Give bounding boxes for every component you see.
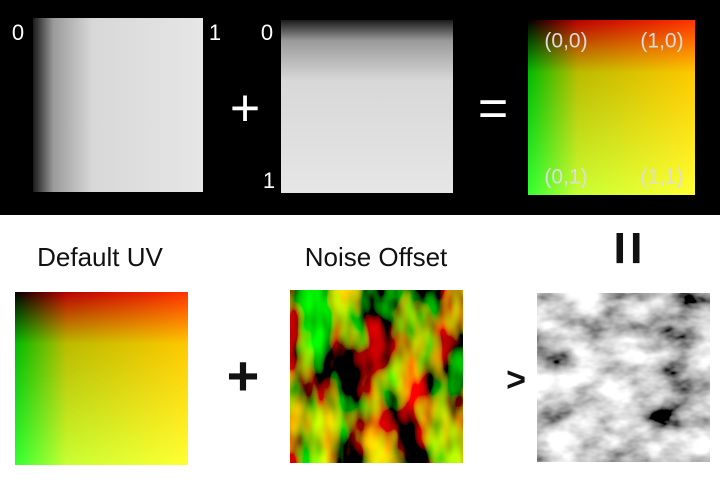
uv-gradient [528, 20, 695, 195]
corner-label: (0,1) [544, 166, 587, 189]
label: 1 [263, 168, 275, 193]
cloud-texture [537, 293, 710, 462]
corner-label: (1,1) [640, 166, 683, 189]
operator: > [506, 361, 526, 399]
label: 1 [209, 20, 221, 45]
label: 0 [261, 20, 273, 45]
default-uv [15, 292, 188, 465]
operator: + [230, 80, 260, 138]
u-gradient [33, 18, 203, 192]
v-gradient [281, 20, 453, 193]
panel-label: Default UV [37, 242, 163, 272]
corner-label: (0,0) [544, 30, 587, 53]
panel-label: Noise Offset [305, 242, 448, 272]
operator: = [478, 80, 508, 138]
label: 0 [12, 20, 24, 45]
operator: + [227, 344, 260, 407]
operator: = [595, 230, 662, 265]
noise-texture [290, 290, 463, 463]
corner-label: (1,0) [640, 30, 683, 53]
